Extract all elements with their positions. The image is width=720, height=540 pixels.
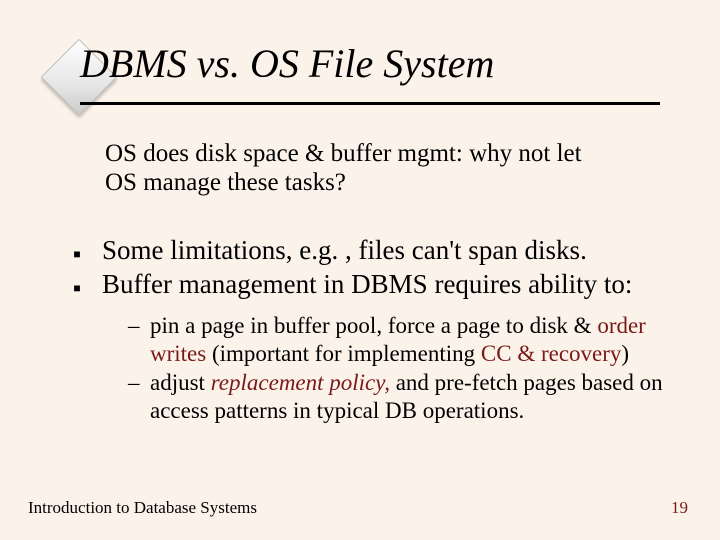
text-segment: replacement policy, bbox=[211, 370, 390, 395]
list-item: – pin a page in buffer pool, force a pag… bbox=[128, 312, 678, 367]
text-segment: (important for implementing bbox=[206, 341, 481, 366]
bullet-text: Some limitations, e.g. , files can't spa… bbox=[102, 235, 587, 267]
intro-line-1: OS does disk space & buffer mgmt: why no… bbox=[105, 140, 582, 167]
page-number: 19 bbox=[671, 498, 688, 518]
title-underline bbox=[80, 102, 660, 105]
dash-bullet-icon: – bbox=[128, 369, 146, 397]
slide-title: DBMS vs. OS File System bbox=[80, 40, 494, 87]
text-segment: pin a page in buffer pool, force a page … bbox=[150, 313, 597, 338]
intro-text: OS does disk space & buffer mgmt: why no… bbox=[105, 140, 680, 198]
sub-bullet-text: adjust replacement policy, and pre-fetch… bbox=[150, 369, 678, 424]
text-segment: adjust bbox=[150, 370, 211, 395]
sub-bullet-list: – pin a page in buffer pool, force a pag… bbox=[128, 312, 678, 426]
text-segment: CC & recovery bbox=[481, 341, 622, 366]
dash-bullet-icon: – bbox=[128, 312, 146, 340]
bullet-list: ■ Some limitations, e.g. , files can't s… bbox=[70, 235, 678, 303]
sub-bullet-text: pin a page in buffer pool, force a page … bbox=[150, 312, 678, 367]
list-item: ■ Some limitations, e.g. , files can't s… bbox=[70, 235, 678, 267]
intro-line-2: OS manage these tasks? bbox=[105, 169, 346, 196]
list-item: ■ Buffer management in DBMS requires abi… bbox=[70, 269, 678, 301]
square-bullet-icon: ■ bbox=[70, 281, 84, 296]
bullet-text: Buffer management in DBMS requires abili… bbox=[102, 269, 632, 301]
text-segment: ) bbox=[621, 341, 629, 366]
slide: DBMS vs. OS File System OS does disk spa… bbox=[0, 0, 720, 540]
list-item: – adjust replacement policy, and pre-fet… bbox=[128, 369, 678, 424]
footer-title: Introduction to Database Systems bbox=[28, 498, 257, 518]
square-bullet-icon: ■ bbox=[70, 247, 84, 262]
